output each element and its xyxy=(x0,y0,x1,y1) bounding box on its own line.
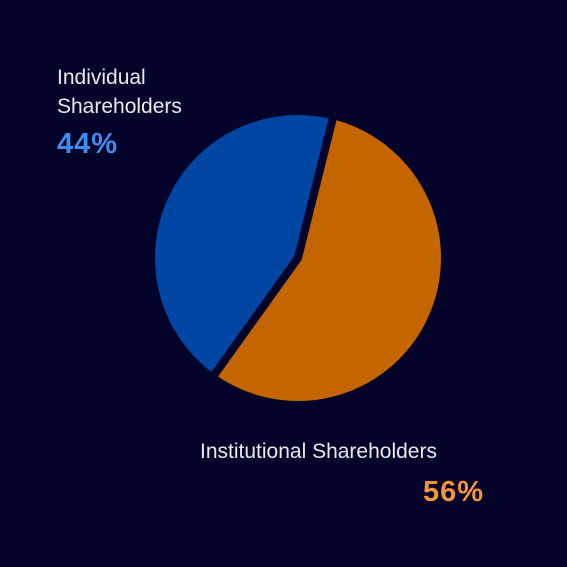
slice-value-label: 56% xyxy=(422,476,484,508)
pie-slice xyxy=(147,107,338,382)
slice-value-label: 44% xyxy=(57,128,119,160)
slice-label: Individual Shareholders xyxy=(57,66,182,118)
pie-slice xyxy=(208,111,449,409)
slice-label: Institutional Shareholders xyxy=(200,440,437,463)
